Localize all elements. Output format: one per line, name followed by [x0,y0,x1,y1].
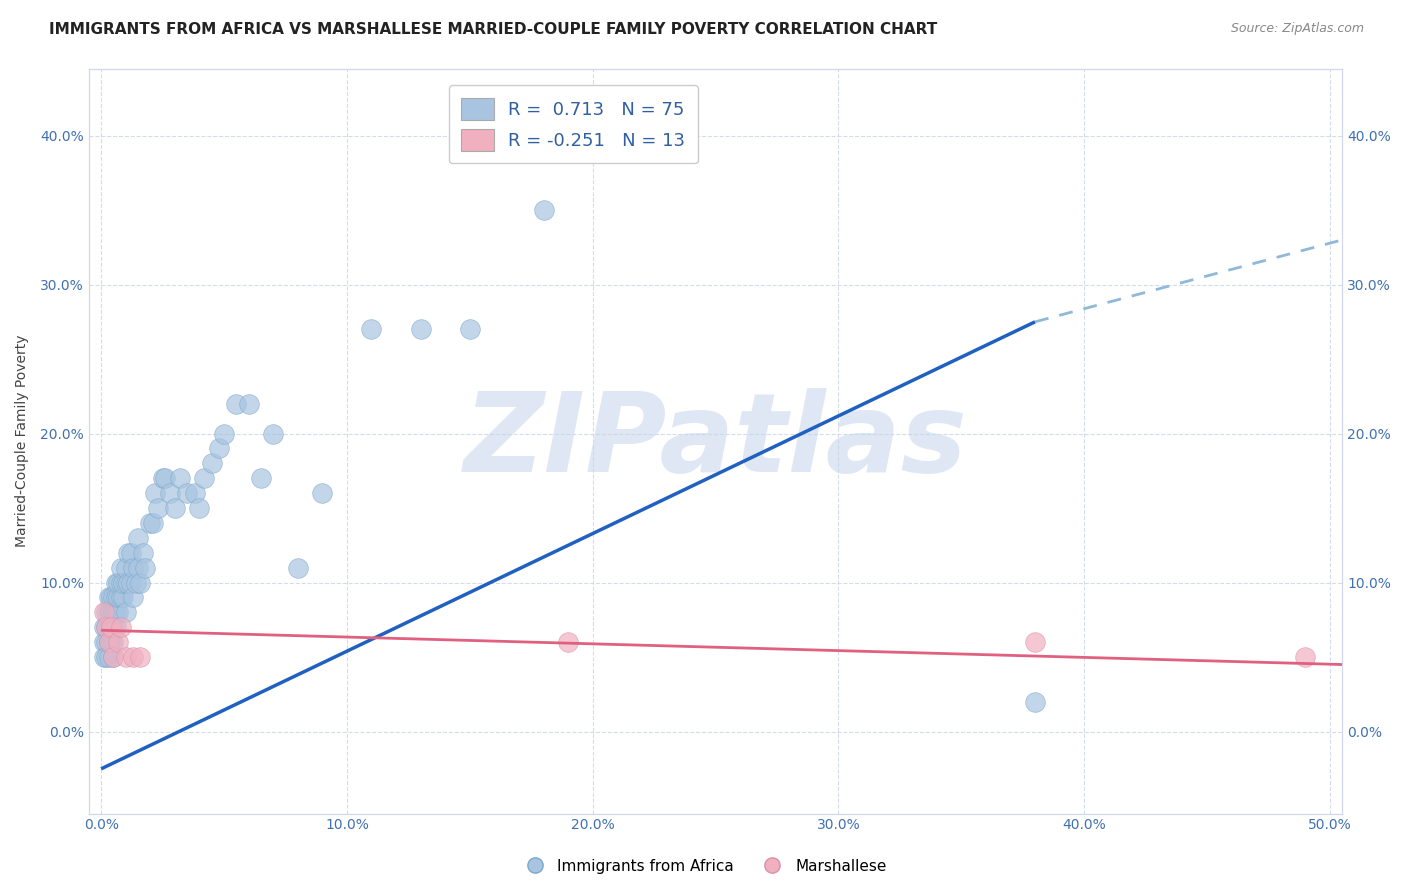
Point [100,620,122,634]
Point [129,650,152,665]
Point [94,620,117,634]
Point [262,426,284,441]
Point [100,606,122,620]
Point [129,575,152,590]
Point [1024,695,1046,709]
Point [122,650,145,665]
Point [159,486,181,500]
Point [557,635,579,649]
Legend: Immigrants from Africa, Marshallese: Immigrants from Africa, Marshallese [513,853,893,880]
Point [97,650,120,665]
Point [103,635,125,649]
Text: ZIPatlas: ZIPatlas [464,387,967,494]
Point [122,591,145,605]
Point [201,456,224,470]
Point [146,501,169,516]
Point [287,560,309,574]
Point [117,575,139,590]
Point [103,620,125,634]
Point [110,560,132,574]
Point [94,620,117,634]
Point [409,322,432,336]
Text: Source: ZipAtlas.com: Source: ZipAtlas.com [1230,22,1364,36]
Point [183,486,205,500]
Point [110,575,132,590]
Point [107,591,129,605]
Point [134,560,156,574]
Point [114,560,136,574]
Point [110,591,132,605]
Point [107,635,129,649]
Point [120,575,142,590]
Point [1024,635,1046,649]
Point [112,575,135,590]
Point [93,606,115,620]
Point [94,606,117,620]
Point [97,606,120,620]
Legend: R =  0.713   N = 75, R = -0.251   N = 13: R = 0.713 N = 75, R = -0.251 N = 13 [449,85,697,163]
Point [97,591,120,605]
Point [142,516,165,530]
Point [100,620,122,634]
Point [104,620,127,634]
Point [360,322,382,336]
Point [94,650,117,665]
Point [124,575,146,590]
Point [114,575,136,590]
Text: IMMIGRANTS FROM AFRICA VS MARSHALLESE MARRIED-COUPLE FAMILY POVERTY CORRELATION : IMMIGRANTS FROM AFRICA VS MARSHALLESE MA… [49,22,938,37]
Point [127,560,149,574]
Point [100,591,122,605]
Point [104,606,127,620]
Point [107,606,129,620]
Point [1294,650,1316,665]
Point [103,650,125,665]
Point [117,546,139,560]
Point [458,322,481,336]
Point [188,501,211,516]
Point [212,426,235,441]
Point [311,486,333,500]
Point [100,635,122,649]
Point [122,560,145,574]
Point [97,620,120,634]
Y-axis label: Married-Couple Family Poverty: Married-Couple Family Poverty [15,334,30,548]
Point [143,486,166,500]
Point [93,620,115,634]
Point [250,471,273,485]
Point [193,471,215,485]
Point [208,442,231,456]
Point [93,650,115,665]
Point [97,635,120,649]
Point [103,591,125,605]
Point [103,606,125,620]
Point [139,516,162,530]
Point [120,546,142,560]
Point [238,397,260,411]
Point [127,531,149,545]
Point [107,575,129,590]
Point [176,486,198,500]
Point [153,471,176,485]
Point [104,575,127,590]
Point [104,591,127,605]
Point [169,471,191,485]
Point [225,397,247,411]
Point [114,606,136,620]
Point [94,635,117,649]
Point [132,546,155,560]
Point [110,620,132,634]
Point [112,591,135,605]
Point [93,635,115,649]
Point [533,203,555,218]
Point [103,650,125,665]
Point [97,635,120,649]
Point [152,471,174,485]
Point [163,501,186,516]
Point [114,650,136,665]
